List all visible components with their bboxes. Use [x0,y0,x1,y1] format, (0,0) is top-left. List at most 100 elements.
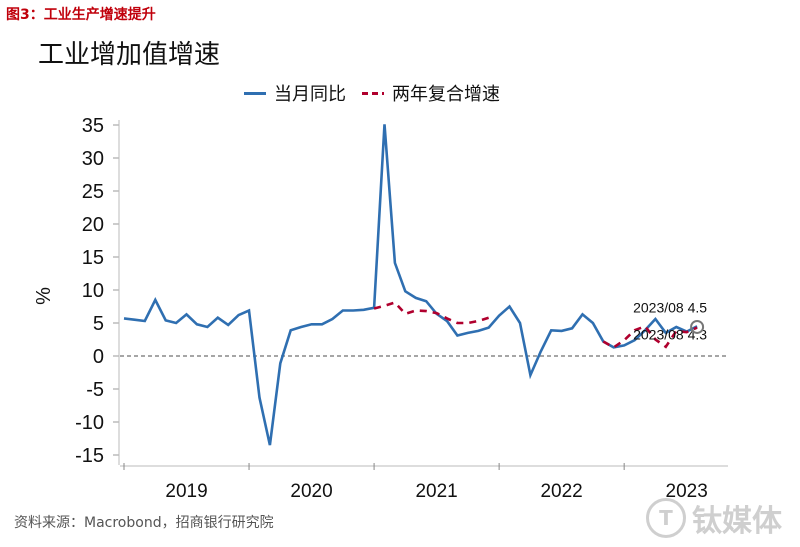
y-tick-label: 35 [82,115,104,137]
data-point [477,320,479,322]
data-point [185,313,187,315]
annotation-marker [690,319,705,334]
data-point [456,334,458,336]
chart-title: 工业增加值增速 [38,40,221,70]
y-tick-label: 15 [82,247,104,269]
data-point [519,322,521,324]
legend-item-monthly-yoy: 当月同比 [244,80,346,106]
data-point [654,318,656,320]
data-point [540,350,542,352]
figure-label: 图3：工业生产增速提升 [6,7,156,23]
data-point [196,323,198,325]
data-point [279,362,281,364]
data-point [300,326,302,328]
data-point [415,309,417,311]
data-point [425,300,427,302]
legend-label-two-year-cagr: 两年复合增速 [392,84,500,105]
y-tick-label: 25 [82,181,104,203]
series-line-monthly-yoy [123,124,698,446]
x-tick-label: 2020 [290,481,332,502]
y-tick-label: 0 [93,346,104,368]
x-tick-label: 2023 [666,481,708,502]
data-point [123,317,125,319]
data-point [404,290,406,292]
data-point [362,309,364,311]
y-axis-label: % [33,287,55,305]
source-note: 资料来源：Macrobond，招商银行研究院 [14,515,274,531]
data-point [331,318,333,320]
legend-swatch-solid [244,91,266,95]
y-tick-label: 20 [82,214,104,236]
x-tick-label: 2019 [165,481,207,502]
y-axis: 35 30 25 20 15 10 5 0 -5 -10 -15 [75,115,120,467]
data-point [227,324,229,326]
data-point [383,123,385,125]
data-point [373,307,375,309]
y-tick-label: -15 [75,445,104,467]
data-point [623,339,625,341]
data-point [508,305,510,307]
data-point [592,322,594,324]
data-point [456,322,458,324]
legend-swatch-dashed [362,91,384,95]
data-point [581,313,583,315]
data-point [425,310,427,312]
data-point [164,319,166,321]
data-point [154,299,156,301]
series-line-two-year-cagr [373,301,698,349]
data-point [237,314,239,316]
data-point [321,323,323,325]
data-point [467,322,469,324]
y-tick-label: 5 [93,313,104,335]
data-point [602,340,604,342]
watermark-logo-icon: T [646,498,686,538]
data-point [488,317,490,319]
x-tick-label: 2022 [540,481,582,502]
annotation-label: 2023/08 4.5 [633,299,707,315]
data-point [488,326,490,328]
chart-legend: 当月同比 两年复合增速 [244,80,516,106]
data-point [342,309,344,311]
data-point [144,320,146,322]
data-point [613,346,615,348]
data-point [248,309,250,311]
watermark-text: 钛媒体 [692,504,782,539]
data-point [404,313,406,315]
legend-item-two-year-cagr: 两年复合增速 [362,80,500,106]
data-point [498,315,500,317]
data-point [446,317,448,319]
data-point [258,396,260,398]
data-point [217,317,219,319]
data-point [623,344,625,346]
series-group [123,123,698,446]
legend-label-monthly-yoy: 当月同比 [274,84,346,105]
data-point [571,327,573,329]
y-tick-label: 30 [82,148,104,170]
data-point [435,312,437,314]
data-point [206,326,208,328]
data-point [383,305,385,307]
data-point [550,329,552,331]
data-point [560,330,562,332]
annotation-label: 2023/08 4.3 [633,327,707,343]
watermark: T 钛媒体 [646,496,782,540]
data-point [529,374,531,376]
y-tick-label: 10 [82,280,104,302]
data-point [269,444,271,446]
data-point [175,322,177,324]
data-point [415,297,417,299]
data-point [394,301,396,303]
data-point [133,319,135,321]
y-tick-label: -10 [75,412,104,434]
x-tick-label: 2021 [415,481,457,502]
y-tick-label: -5 [86,379,104,401]
data-point [467,332,469,334]
data-point [665,346,667,348]
annotations: 2023/08 4.5 2023/08 4.3 [633,299,707,342]
x-axis: 2019 2020 2021 2022 2023 [120,463,728,502]
data-point [310,323,312,325]
data-point [290,329,292,331]
data-point [352,309,354,311]
data-point [477,330,479,332]
